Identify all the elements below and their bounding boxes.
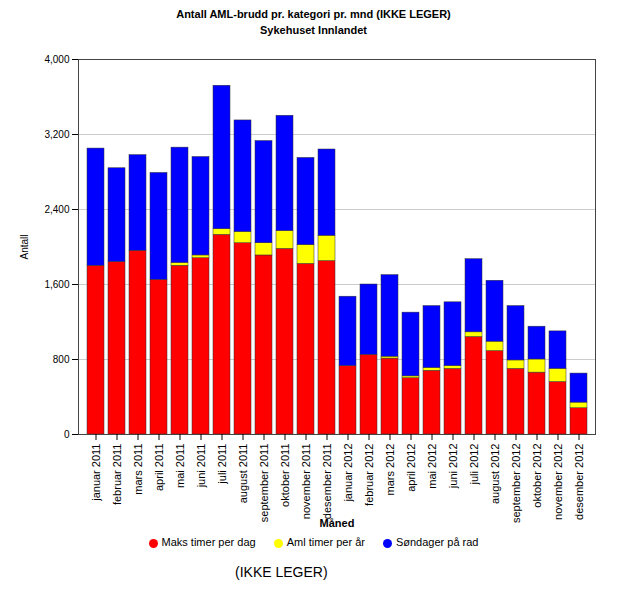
html-text:Sykehuset Innlandet: Sykehuset Innlandet bbox=[260, 24, 367, 36]
svg-text:februar 2011: februar 2011 bbox=[111, 444, 123, 506]
html-text:(IKKE LEGER): (IKKE LEGER) bbox=[235, 564, 328, 580]
svg-text:januar 2012: januar 2012 bbox=[342, 444, 354, 503]
svg-text:september 2011: september 2011 bbox=[258, 444, 270, 523]
svg-text:desember 2011: desember 2011 bbox=[321, 444, 333, 520]
svg-text:4,000: 4,000 bbox=[44, 54, 69, 65]
svg-text:oktober 2012: oktober 2012 bbox=[531, 444, 543, 508]
svg-text:august 2012: august 2012 bbox=[489, 444, 501, 505]
svg-text:oktober 2011: oktober 2011 bbox=[279, 444, 291, 507]
svg-text:november 2012: november 2012 bbox=[552, 444, 564, 520]
svg-text:juni 2012: juni 2012 bbox=[447, 444, 459, 490]
html-text:Maks timer per dag: Maks timer per dag bbox=[161, 536, 256, 548]
svg-text:Måned: Måned bbox=[320, 517, 355, 529]
svg-text:mai 2012: mai 2012 bbox=[426, 444, 438, 489]
html-text:Søndager på rad: Søndager på rad bbox=[395, 536, 479, 548]
svg-text:juni 2011: juni 2011 bbox=[195, 444, 207, 489]
svg-text:april 2011: april 2011 bbox=[153, 444, 165, 492]
svg-text:2,400: 2,400 bbox=[44, 204, 69, 215]
svg-text:april 2012: april 2012 bbox=[405, 444, 417, 492]
svg-text:mars 2012: mars 2012 bbox=[384, 444, 396, 496]
html-text:Aml timer per år: Aml timer per år bbox=[286, 536, 365, 548]
svg-text:februar 2012: februar 2012 bbox=[363, 444, 375, 506]
svg-text:mai 2011: mai 2011 bbox=[174, 444, 186, 488]
svg-text:1,600: 1,600 bbox=[44, 279, 69, 290]
html-text:Antall AML-brudd pr. kategori: Antall AML-brudd pr. kategori pr. mnd (I… bbox=[176, 8, 451, 20]
svg-text:800: 800 bbox=[53, 354, 70, 365]
svg-text:august 2011: august 2011 bbox=[237, 444, 249, 504]
svg-text:juli 2011: juli 2011 bbox=[216, 444, 228, 485]
svg-text:juli 2012: juli 2012 bbox=[468, 444, 480, 486]
svg-text:mars 2011: mars 2011 bbox=[132, 444, 144, 495]
svg-text:januar 2011: januar 2011 bbox=[90, 444, 102, 502]
svg-text:Antall: Antall bbox=[19, 234, 30, 259]
svg-text:3,200: 3,200 bbox=[44, 129, 69, 140]
svg-text:september 2012: september 2012 bbox=[510, 444, 522, 524]
svg-text:november 2011: november 2011 bbox=[300, 444, 312, 520]
svg-text:0: 0 bbox=[64, 429, 70, 440]
svg-text:desember 2012: desember 2012 bbox=[573, 444, 585, 520]
